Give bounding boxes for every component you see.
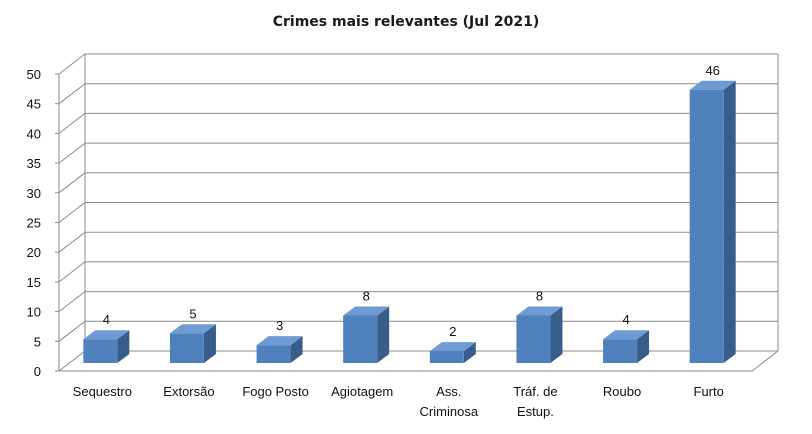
x-category-label: Sequestro [73, 384, 132, 399]
bar [256, 336, 303, 363]
bar [429, 342, 476, 363]
bars [83, 80, 736, 363]
gridline-30 [58, 172, 778, 194]
gridlines [58, 53, 778, 372]
bar-side [463, 342, 476, 363]
bar-top [689, 80, 736, 90]
data-label: 3 [276, 318, 283, 333]
bar-front [343, 315, 378, 363]
gridline-15 [58, 261, 778, 283]
bar-front [689, 89, 724, 363]
data-label: 4 [622, 312, 629, 327]
x-category-label: Furto [694, 384, 724, 399]
bar-top [516, 306, 563, 316]
data-labels: 4 5 3 8 2 8 4 46 [103, 63, 720, 339]
bar-front [429, 351, 464, 363]
bar-side [723, 80, 736, 363]
x-category-label: Criminosa [420, 404, 479, 419]
gridline-50 [58, 53, 778, 75]
y-tick-label: 5 [34, 334, 41, 349]
x-category-label: Estup. [517, 404, 554, 419]
bar [83, 330, 130, 363]
data-label: 2 [449, 324, 456, 339]
bar-front [169, 333, 204, 363]
gridline-5 [58, 320, 778, 342]
gridline-45 [58, 83, 778, 105]
gridline-25 [58, 202, 778, 223]
y-tick-label: 35 [27, 156, 41, 171]
bar-side [290, 336, 303, 363]
data-label: 5 [189, 306, 196, 321]
x-category-label: Fogo Posto [242, 384, 309, 399]
bar-side [203, 324, 216, 363]
bar-top [169, 324, 216, 334]
bar [169, 324, 216, 363]
data-label: 4 [103, 312, 110, 327]
floor-front-edge [59, 350, 779, 372]
bar-top [256, 336, 303, 346]
gridline-40 [58, 112, 778, 134]
bar-front [83, 339, 118, 363]
y-tick-label: 0 [34, 364, 41, 379]
bar-front [256, 345, 291, 363]
bar [343, 306, 390, 363]
y-tick-label: 50 [27, 67, 41, 82]
gridline-20 [58, 231, 778, 253]
y-tick-label: 10 [27, 305, 41, 320]
bar-front [603, 339, 638, 363]
bar-top [429, 342, 476, 352]
bar-top [83, 330, 130, 340]
bar-top [343, 306, 390, 316]
x-category-label: Tráf. de [513, 384, 557, 399]
bar-front [516, 315, 551, 363]
y-tick-label: 25 [27, 216, 41, 231]
x-category-label: Ass. [436, 384, 461, 399]
x-category-label: Agiotagem [331, 384, 393, 399]
y-tick-label: 40 [27, 126, 41, 141]
bar-side [377, 306, 390, 363]
y-tick-label: 15 [27, 275, 41, 290]
gridline-0 [58, 350, 778, 372]
x-axis-labels: Sequestro Extorsão Fogo Posto Agiotagem Ass.… [73, 384, 724, 419]
data-label: 8 [363, 288, 370, 303]
chart-title: Crimes mais relevantes (Jul 2021) [273, 14, 540, 30]
axes [58, 54, 779, 372]
bar [516, 306, 563, 363]
x-category-label: Roubo [603, 384, 641, 399]
bar-side [637, 330, 650, 363]
data-label: 46 [705, 63, 719, 78]
y-tick-label: 30 [27, 186, 41, 201]
bar [603, 330, 650, 363]
bar [689, 80, 736, 363]
y-tick-label: 45 [27, 97, 41, 112]
bar-top [603, 330, 650, 340]
data-label: 8 [536, 288, 543, 303]
bar-side [550, 306, 563, 363]
y-axis-ticks: 0 5 10 15 20 25 30 35 40 45 50 [27, 67, 59, 379]
y-tick-label: 20 [27, 245, 41, 260]
gridline-35 [58, 142, 778, 164]
bar-side [117, 330, 130, 363]
gridline-10 [58, 291, 778, 312]
x-category-label: Extorsão [163, 384, 214, 399]
